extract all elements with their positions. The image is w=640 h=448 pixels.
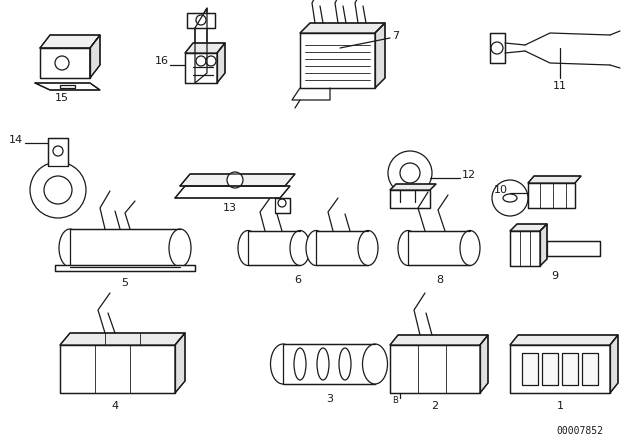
Text: 3: 3 bbox=[326, 394, 333, 404]
Polygon shape bbox=[300, 23, 385, 33]
Ellipse shape bbox=[238, 231, 258, 266]
Ellipse shape bbox=[503, 194, 517, 202]
Text: 7: 7 bbox=[392, 31, 399, 41]
Polygon shape bbox=[185, 53, 217, 83]
Text: 9: 9 bbox=[552, 271, 559, 281]
Polygon shape bbox=[187, 13, 215, 28]
Text: 16: 16 bbox=[155, 56, 169, 66]
Ellipse shape bbox=[306, 231, 326, 266]
Text: 5: 5 bbox=[122, 278, 129, 288]
Polygon shape bbox=[60, 345, 175, 393]
Polygon shape bbox=[48, 138, 68, 166]
Polygon shape bbox=[390, 345, 480, 393]
Circle shape bbox=[55, 56, 69, 70]
Text: 4: 4 bbox=[111, 401, 118, 411]
Ellipse shape bbox=[460, 231, 480, 266]
Polygon shape bbox=[375, 23, 385, 88]
Polygon shape bbox=[275, 198, 290, 213]
Text: 12: 12 bbox=[462, 170, 476, 180]
Polygon shape bbox=[582, 353, 598, 385]
Polygon shape bbox=[195, 8, 207, 83]
Circle shape bbox=[30, 162, 86, 218]
Ellipse shape bbox=[358, 231, 378, 266]
Polygon shape bbox=[316, 231, 368, 265]
Ellipse shape bbox=[290, 231, 310, 266]
Polygon shape bbox=[40, 35, 100, 48]
Circle shape bbox=[53, 146, 63, 156]
Circle shape bbox=[196, 56, 206, 66]
Text: 15: 15 bbox=[55, 93, 69, 103]
Polygon shape bbox=[40, 48, 90, 78]
Circle shape bbox=[278, 199, 286, 207]
Circle shape bbox=[388, 151, 432, 195]
Polygon shape bbox=[510, 231, 540, 266]
Polygon shape bbox=[70, 229, 180, 267]
Text: 2: 2 bbox=[431, 401, 438, 411]
Polygon shape bbox=[300, 33, 375, 88]
Polygon shape bbox=[562, 353, 578, 385]
Circle shape bbox=[227, 172, 243, 188]
Ellipse shape bbox=[398, 231, 418, 266]
Polygon shape bbox=[90, 35, 100, 78]
Circle shape bbox=[491, 42, 503, 54]
Polygon shape bbox=[490, 33, 505, 63]
Polygon shape bbox=[540, 224, 547, 266]
Polygon shape bbox=[528, 176, 581, 183]
Polygon shape bbox=[283, 344, 375, 384]
Circle shape bbox=[206, 56, 216, 66]
Polygon shape bbox=[175, 186, 290, 198]
Polygon shape bbox=[390, 190, 430, 208]
Polygon shape bbox=[522, 353, 538, 385]
Polygon shape bbox=[217, 43, 225, 83]
Polygon shape bbox=[528, 183, 575, 208]
Polygon shape bbox=[35, 83, 100, 90]
Polygon shape bbox=[510, 224, 547, 231]
Circle shape bbox=[44, 176, 72, 204]
Ellipse shape bbox=[169, 229, 191, 267]
Ellipse shape bbox=[362, 344, 387, 384]
Polygon shape bbox=[408, 231, 470, 265]
Text: 14: 14 bbox=[9, 135, 23, 145]
Polygon shape bbox=[542, 353, 558, 385]
Polygon shape bbox=[390, 335, 488, 345]
Circle shape bbox=[400, 163, 420, 183]
Polygon shape bbox=[610, 335, 618, 393]
Polygon shape bbox=[175, 333, 185, 393]
Polygon shape bbox=[248, 231, 300, 265]
Polygon shape bbox=[55, 265, 195, 271]
Text: 10: 10 bbox=[494, 185, 508, 195]
Polygon shape bbox=[185, 43, 225, 53]
Ellipse shape bbox=[59, 229, 81, 267]
Ellipse shape bbox=[271, 344, 296, 384]
Circle shape bbox=[196, 15, 206, 25]
Text: 6: 6 bbox=[294, 275, 301, 285]
Polygon shape bbox=[390, 184, 436, 190]
Text: 00007852: 00007852 bbox=[557, 426, 604, 436]
Text: 13: 13 bbox=[223, 203, 237, 213]
Circle shape bbox=[492, 180, 528, 216]
Text: 8: 8 bbox=[436, 275, 444, 285]
Polygon shape bbox=[480, 335, 488, 393]
Polygon shape bbox=[547, 241, 600, 256]
Text: B: B bbox=[392, 396, 398, 405]
Polygon shape bbox=[510, 345, 610, 393]
Text: 11: 11 bbox=[553, 81, 567, 91]
Polygon shape bbox=[180, 174, 295, 186]
Polygon shape bbox=[60, 333, 185, 345]
Text: 1: 1 bbox=[557, 401, 563, 411]
Polygon shape bbox=[510, 335, 618, 345]
